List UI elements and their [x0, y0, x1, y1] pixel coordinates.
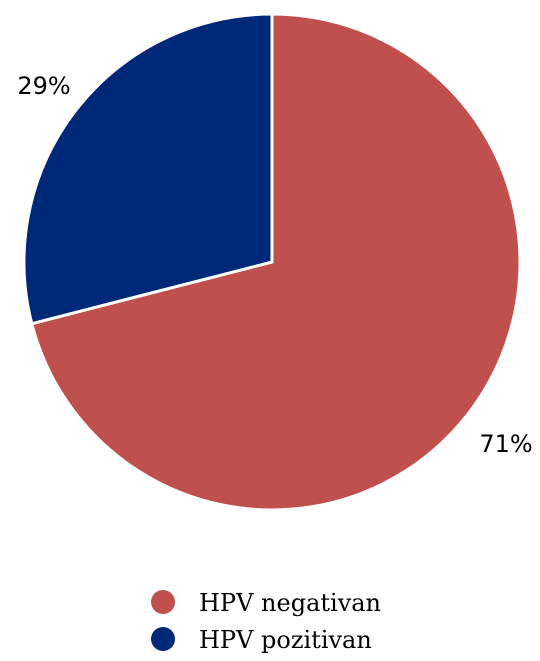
pie-slices [22, 12, 522, 512]
pie-slice-hpv-negativan [30, 12, 522, 512]
legend-marker-hpv-negativan [151, 590, 175, 614]
slice-label-hpv-pozitivan: 29% [17, 72, 70, 100]
legend-label-hpv-negativan: HPV negativan [199, 589, 381, 617]
slice-label-hpv-negativan: 71% [479, 430, 532, 458]
legend: HPV negativan HPV pozitivan [151, 589, 381, 654]
pie-slice-hpv-pozitivan [22, 12, 274, 326]
legend-label-hpv-pozitivan: HPV pozitivan [199, 626, 372, 654]
legend-marker-hpv-pozitivan [151, 627, 175, 651]
pie-slice-labels: 71% 29% [17, 72, 532, 458]
